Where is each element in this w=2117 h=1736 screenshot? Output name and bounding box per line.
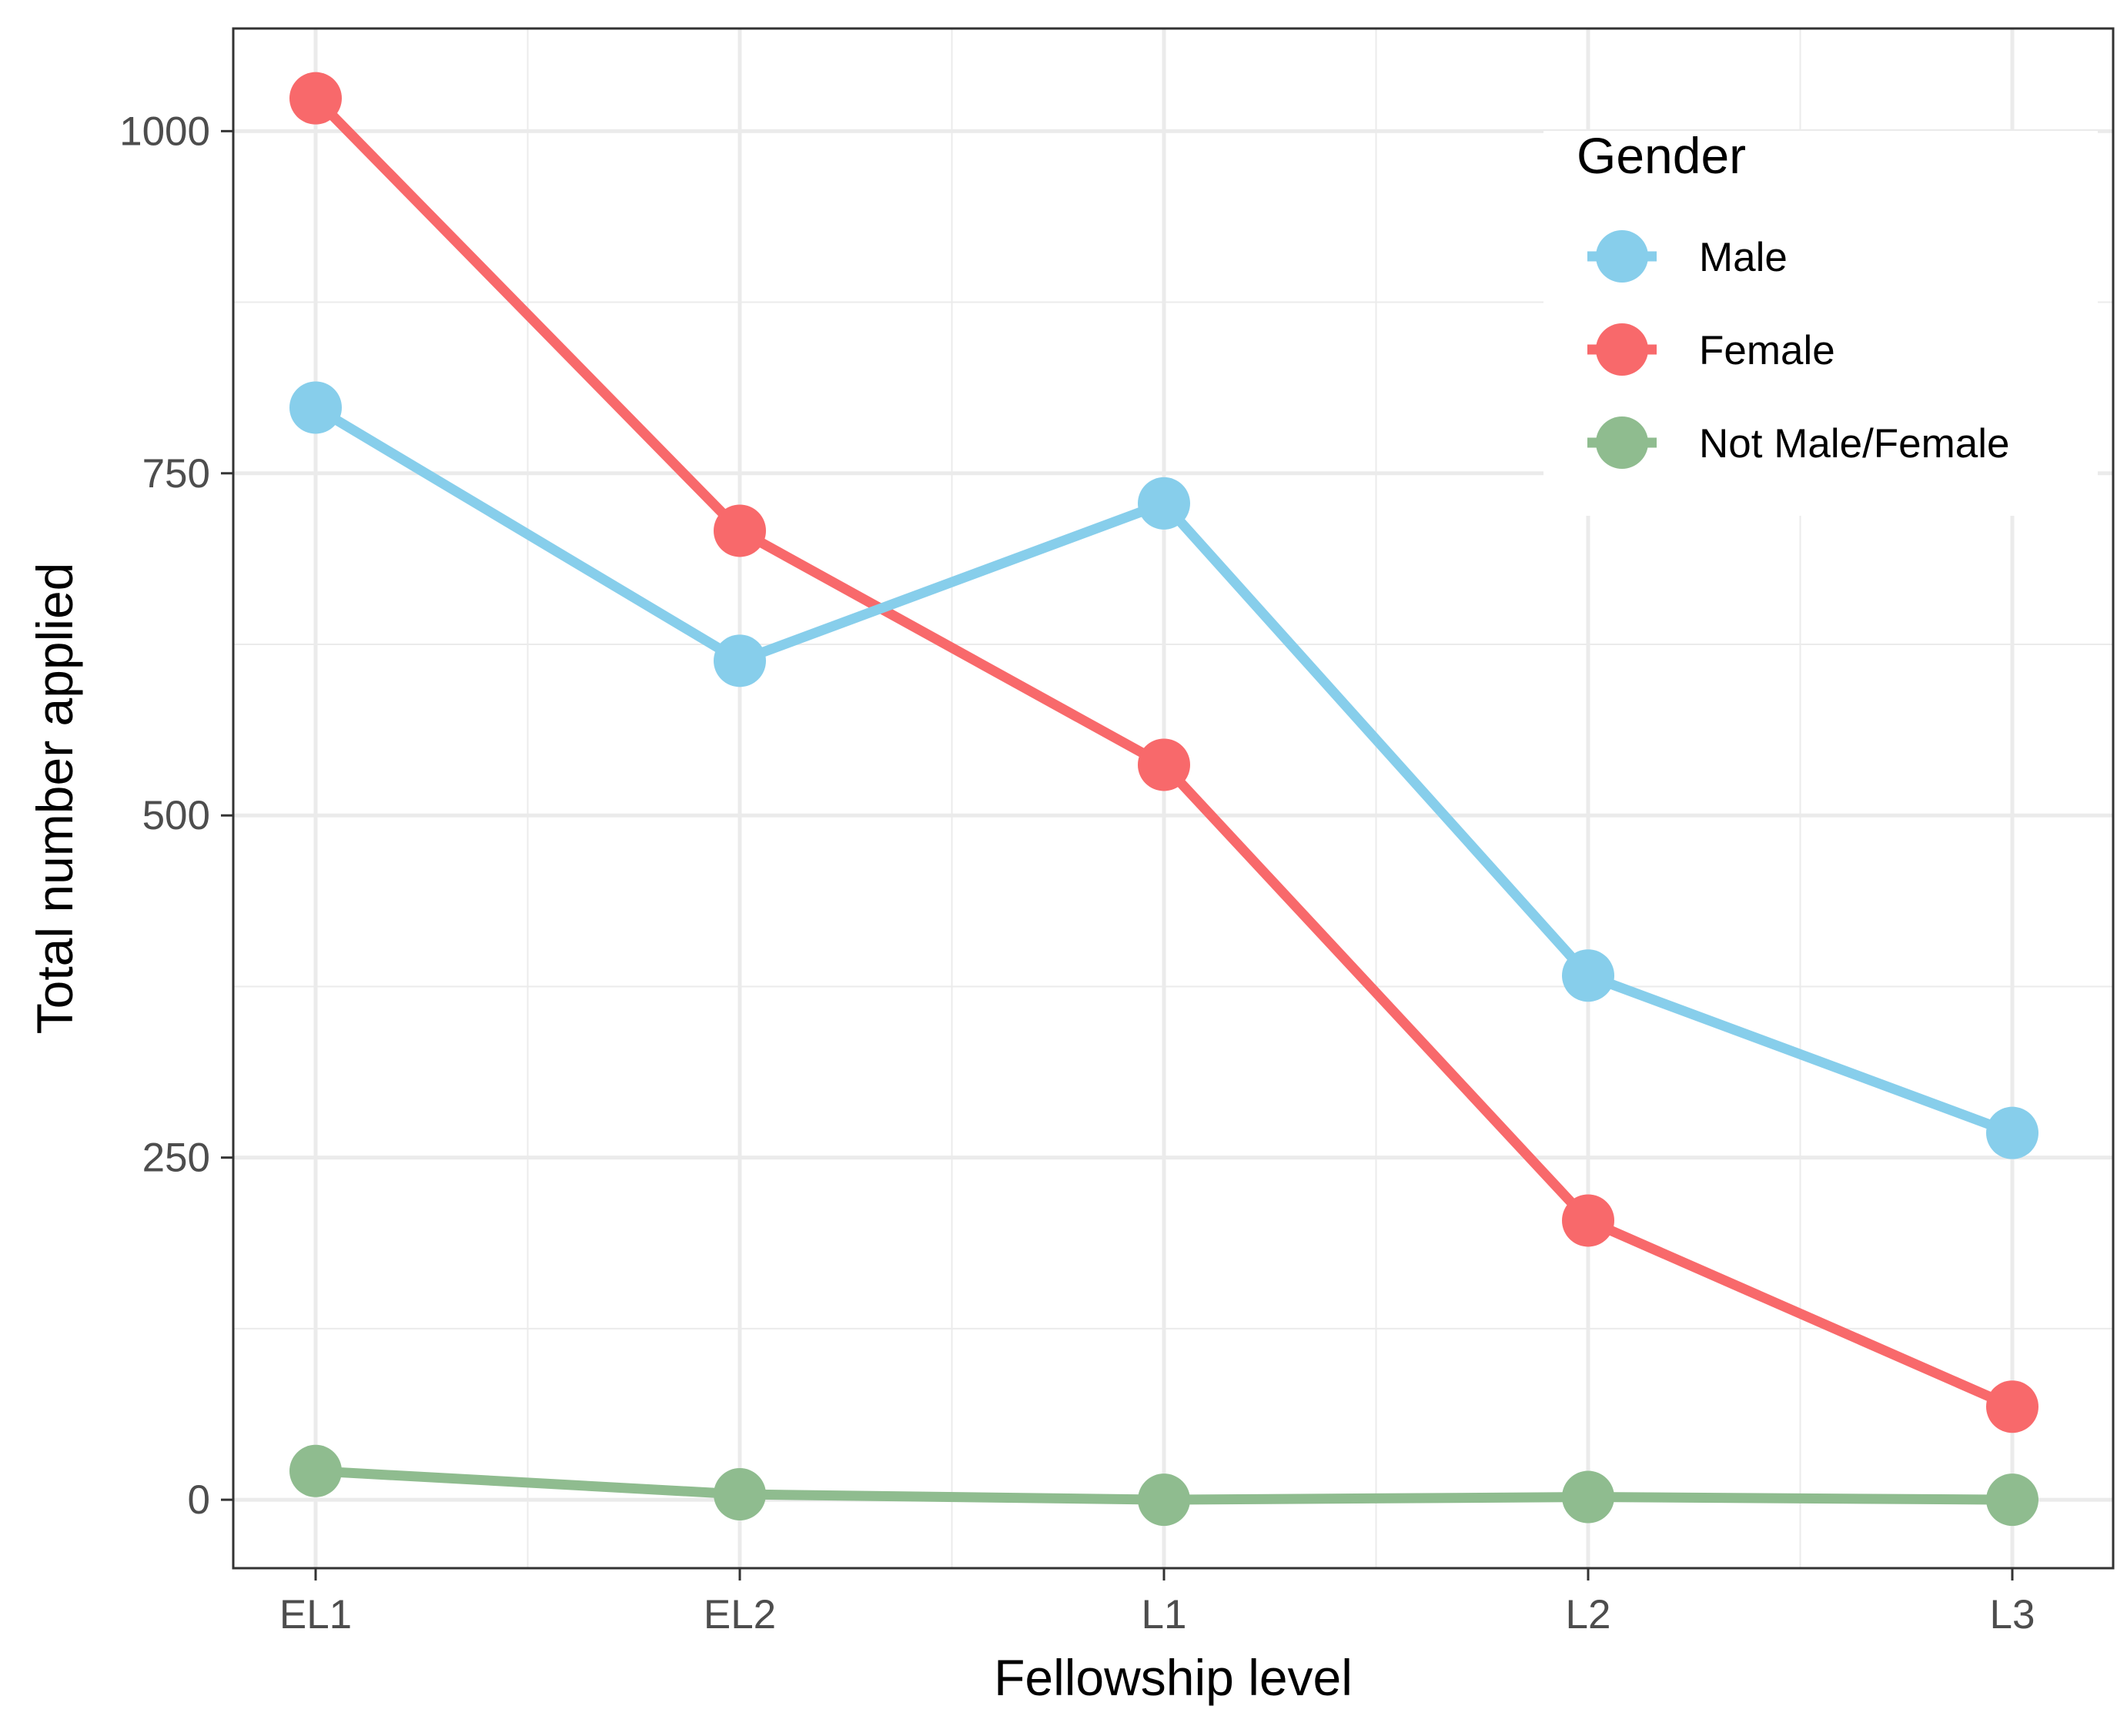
- y-axis-title: Total number applied: [26, 563, 83, 1035]
- legend: Gender Male Female Not Male/Female: [1577, 127, 2010, 469]
- legend-key-point-female: [1596, 323, 1648, 376]
- data-point-not-male-female: [1562, 1470, 1614, 1524]
- data-point-male: [1138, 477, 1190, 530]
- x-tick-label: L1: [1142, 1592, 1187, 1637]
- series-layer: [289, 72, 2038, 1527]
- data-point-male: [714, 634, 766, 687]
- legend-key-point-male: [1596, 230, 1648, 283]
- y-tick-label: 500: [142, 793, 210, 838]
- data-point-female: [1986, 1380, 2038, 1433]
- x-tick-label: EL1: [279, 1592, 352, 1637]
- x-axis-title: Fellowship level: [994, 1649, 1353, 1706]
- legend-title: Gender: [1577, 127, 1746, 184]
- data-point-female: [714, 504, 766, 557]
- legend-label-not-male-female: Not Male/Female: [1699, 421, 2010, 467]
- data-point-female: [1138, 738, 1190, 791]
- y-tick-label: 1000: [119, 109, 210, 154]
- legend-label-male: Male: [1699, 235, 1788, 280]
- data-point-male: [1562, 949, 1614, 1002]
- data-point-not-male-female: [1986, 1473, 2038, 1527]
- data-point-not-male-female: [1138, 1473, 1190, 1527]
- data-point-male: [289, 381, 342, 434]
- data-point-female: [289, 72, 342, 125]
- x-tick-label: L2: [1566, 1592, 1611, 1637]
- data-point-male: [1986, 1106, 2038, 1159]
- legend-key-point-not-male-female: [1596, 416, 1648, 469]
- data-point-not-male-female: [714, 1468, 766, 1520]
- y-tick-label: 750: [142, 451, 210, 497]
- data-point-female: [1562, 1194, 1614, 1247]
- y-tick-label: 250: [142, 1136, 210, 1181]
- panel-border: [232, 27, 2115, 1570]
- data-point-not-male-female: [289, 1444, 342, 1497]
- x-tick-label: L3: [1990, 1592, 2035, 1637]
- x-tick-label: EL2: [704, 1592, 776, 1637]
- axes: 0 250 500 750 1000 EL1 EL2 L1 L2 L3: [119, 109, 2035, 1637]
- y-tick-label: 0: [188, 1477, 210, 1523]
- legend-label-female: Female: [1699, 328, 1835, 373]
